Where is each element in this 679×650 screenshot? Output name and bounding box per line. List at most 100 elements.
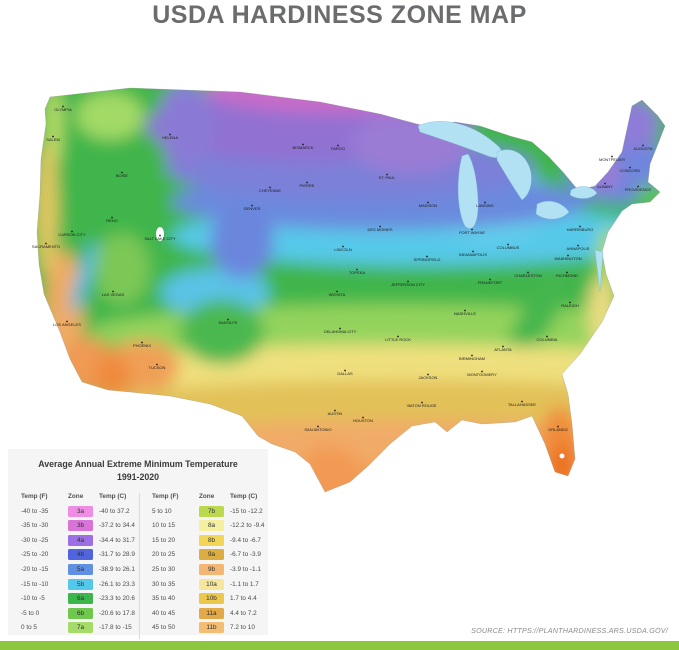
lake-ontario — [569, 186, 598, 199]
zone-color-blob — [70, 240, 98, 314]
city-label: INDIANAPOLIS — [459, 252, 487, 257]
city-dot — [577, 244, 579, 247]
page-title: USDA HARDINESS ZONE MAP — [152, 1, 527, 29]
great-lakes — [417, 121, 604, 293]
legend-temp-c: 7.2 to 10 — [230, 624, 255, 632]
legend-temp-c: -31.7 to 28.9 — [99, 551, 135, 559]
city-dot — [339, 327, 341, 330]
legend-temp-f: -25 to -20 — [21, 551, 49, 559]
legend-col-header: Temp (C) — [99, 493, 127, 500]
city-dot — [397, 335, 399, 338]
legend-zone-chip: 11a — [199, 607, 224, 619]
city-dot — [421, 401, 423, 404]
zone-color-blob — [298, 446, 362, 492]
legend-zone-chip: 11b — [199, 622, 224, 634]
legend-zone-chip: 7a — [68, 622, 93, 634]
city-dot — [159, 234, 161, 237]
legend-temp-c: -26.1 to 23.3 — [99, 580, 135, 588]
legend-temp-c: -6.7 to -3.9 — [230, 551, 261, 559]
legend-temp-c: -12.2 to -9.4 — [230, 522, 265, 530]
city-label: ST. PAUL — [378, 175, 396, 180]
city-label: ATLANTA — [494, 347, 512, 352]
legend-zone-chip: 8b — [199, 534, 224, 546]
city-label: ORLANDO — [548, 427, 568, 432]
city-dot — [629, 166, 631, 169]
legend-temp-c: -40 to 37.2 — [99, 507, 130, 515]
lake-erie — [535, 201, 570, 220]
city-label: SANTA FE — [218, 320, 237, 325]
legend-temp-f: -30 to -25 — [21, 536, 49, 544]
zone-color-blob — [180, 300, 264, 364]
legend-temp-c: -23.3 to 20.6 — [99, 595, 135, 603]
city-dot — [579, 225, 581, 228]
legend-temp-c: -1.1 to 1.7 — [230, 580, 259, 588]
city-dot — [71, 230, 73, 233]
city-dot — [464, 309, 466, 312]
city-label: HELENA — [162, 135, 178, 140]
legend-temp-c: -9.4 to -6.7 — [230, 536, 261, 544]
city-dot — [637, 185, 639, 188]
legend-temp-c: -37.2 to 34.4 — [99, 522, 135, 530]
city-dot — [471, 354, 473, 357]
legend-temp-c: -17.8 to -15 — [99, 624, 132, 632]
city-label: SPRINGFIELD — [414, 257, 441, 262]
zone-color-blob — [505, 268, 571, 364]
city-label: CARSON CITY — [58, 232, 86, 237]
legend-temp-f: 40 to 45 — [152, 609, 176, 617]
city-label: PHOENIX — [133, 343, 151, 348]
legend-zone-chip: 4b — [68, 549, 93, 561]
city-label: BATON ROUGE — [407, 403, 437, 408]
city-dot — [111, 216, 113, 219]
legend-temp-c: -34.4 to 31.7 — [99, 536, 135, 544]
legend-zone-chip: 6b — [68, 607, 93, 619]
legend-groups: Temp (F) Zone Temp (C) -40 to -35 3a -40 to 3… — [8, 491, 268, 639]
zone-color-blob — [94, 233, 150, 305]
city-dot — [427, 201, 429, 204]
city-label: NASHVILLE — [454, 311, 476, 316]
city-label: FARGO — [331, 146, 345, 151]
city-label: JEFFERSON CITY — [391, 282, 425, 287]
us-hardiness-map: OLYMPIA SALEM BOISE HELENA BISMARCK FARGO ST. … — [32, 87, 666, 493]
legend-temp-f: 10 to 15 — [152, 522, 176, 530]
city-dot — [611, 155, 613, 158]
lake-michigan — [457, 153, 479, 229]
legend-temp-c: -15 to -12.2 — [230, 507, 263, 515]
city-dot — [317, 425, 319, 428]
city-label: JACKSON — [419, 375, 438, 380]
legend-temp-f: 25 to 30 — [152, 565, 176, 573]
city-label: OKLAHOMA CITY — [324, 329, 357, 334]
legend-col-header: Zone — [68, 493, 84, 500]
city-label: CHARLESTON — [514, 273, 541, 278]
city-dot — [356, 268, 358, 271]
city-dot — [344, 369, 346, 372]
legend-temp-f: -35 to -30 — [21, 522, 49, 530]
city-dot — [169, 133, 171, 136]
city-dot — [337, 144, 339, 147]
city-dot — [362, 416, 364, 419]
legend-zone-chip: 6a — [68, 593, 93, 605]
city-label: LOS ANGELES — [53, 322, 81, 327]
zone-color-blob — [160, 268, 270, 316]
legend-temp-c: -20.6 to 17.8 — [99, 609, 135, 617]
legend-zone-chip: 9a — [199, 549, 224, 561]
city-dot — [502, 345, 504, 348]
city-label: CHEYENNE — [259, 188, 282, 193]
legend-temp-f: -20 to -15 — [21, 565, 49, 573]
city-label: SACRAMENTO — [32, 244, 60, 249]
legend-title-line1: Average Annual Extreme Minimum Temperatu… — [38, 459, 238, 469]
city-dot — [642, 144, 644, 147]
city-label: DALLAS — [337, 371, 353, 376]
city-dot — [472, 250, 474, 253]
city-label: TALLAHASSEE — [508, 402, 536, 407]
legend-temp-f: 45 to 50 — [152, 624, 176, 632]
city-label: TOPEKA — [349, 270, 365, 275]
city-dot — [569, 301, 571, 304]
city-dot — [386, 173, 388, 176]
footer-accent-bar — [0, 641, 679, 650]
city-dot — [481, 370, 483, 373]
legend-group-zones-3a-7a: Temp (F) Zone Temp (C) -40 to -35 3a -40 to 3… — [21, 491, 155, 634]
city-dot — [336, 290, 338, 293]
zone-color-blob — [157, 88, 213, 166]
city-dot — [306, 181, 308, 184]
legend-temp-c: 1.7 to 4.4 — [230, 595, 257, 603]
